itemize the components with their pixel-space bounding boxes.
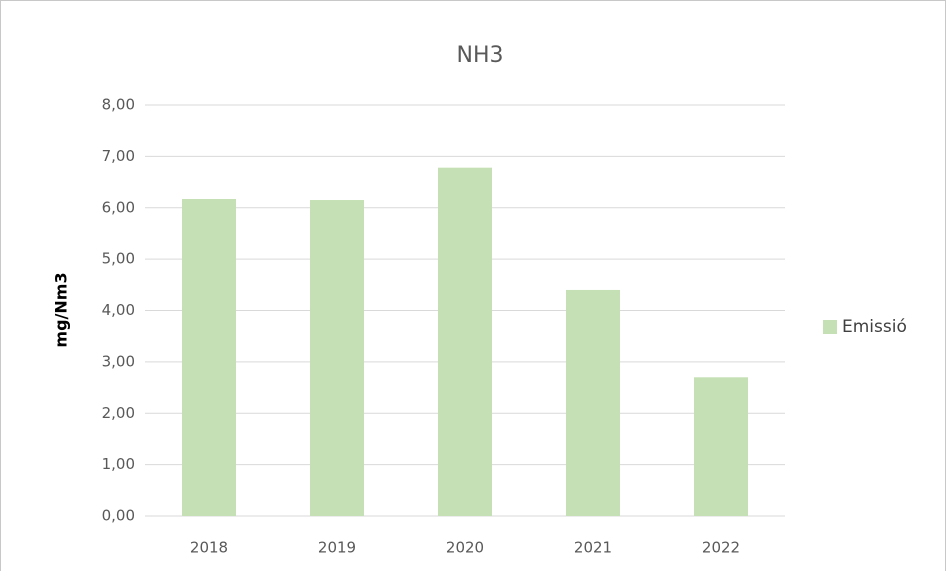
- y-tick-label: 4,00: [102, 301, 135, 319]
- legend-label: Emissió: [842, 317, 907, 337]
- x-tick-label: 2022: [702, 539, 740, 557]
- x-tick-label: 2021: [574, 539, 612, 557]
- bar: [566, 289, 620, 516]
- chart-title: NH3: [457, 43, 504, 68]
- y-axis-label: mg/Nm3: [52, 272, 71, 347]
- bar: [694, 377, 748, 516]
- x-tick-label: 2020: [446, 539, 484, 557]
- bar: [438, 167, 492, 517]
- legend-swatch: [823, 320, 837, 334]
- y-tick-label: 8,00: [102, 96, 135, 114]
- y-tick-label: 5,00: [102, 250, 135, 268]
- y-tick-label: 7,00: [102, 147, 135, 165]
- y-tick-label: 2,00: [102, 404, 135, 422]
- bar: [182, 199, 236, 517]
- y-tick-label: 6,00: [102, 198, 135, 216]
- x-tick-label: 2018: [190, 539, 228, 557]
- x-tick-label: 2019: [318, 539, 356, 557]
- bar: [310, 200, 364, 516]
- y-tick-label: 3,00: [102, 352, 135, 370]
- y-tick-label: 0,00: [102, 507, 135, 525]
- y-tick-label: 1,00: [102, 455, 135, 473]
